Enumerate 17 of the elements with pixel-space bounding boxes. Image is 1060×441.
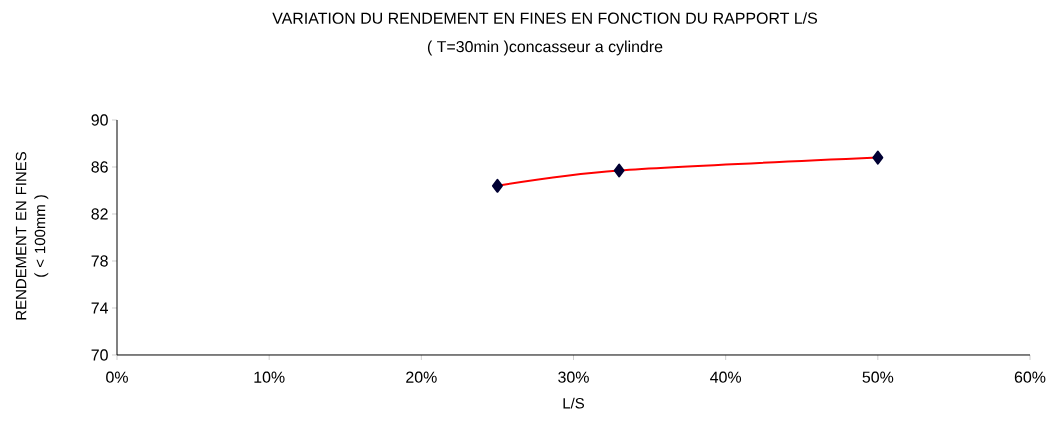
x-tick-label: 50% [862, 371, 894, 383]
chart-subtitle: ( T=30min )concasseur a cylindre [427, 40, 663, 56]
y-tick-label: 90 [91, 114, 108, 126]
y-tick-label: 86 [91, 161, 108, 173]
x-tick-label: 20% [406, 371, 437, 383]
chart-title: VARIATION DU RENDEMENT EN FINES EN FONCTION DU RAPPORT L/S [272, 12, 818, 24]
y-tick-label: 78 [91, 255, 108, 267]
x-tick-label: 40% [710, 371, 742, 383]
x-tick-label: 0% [106, 371, 128, 383]
x-tick-label: 30% [558, 371, 589, 383]
y-axis-title: RENDEMENT EN FINES ( < 100mm ) [15, 152, 49, 320]
x-axis-title: L/S [563, 397, 585, 409]
x-tick-label: 10% [254, 371, 285, 383]
y-tick-label: 70 [91, 349, 108, 361]
x-tick-label: 60% [1014, 371, 1046, 383]
y-tick-label: 74 [91, 302, 109, 314]
y-tick-label: 82 [91, 208, 108, 220]
